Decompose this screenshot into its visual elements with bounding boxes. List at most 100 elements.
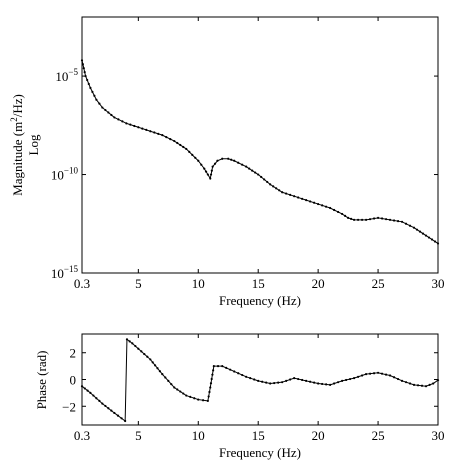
data-point xyxy=(384,373,388,376)
data-point xyxy=(400,220,404,223)
phase-series xyxy=(80,338,440,423)
data-point xyxy=(110,113,113,117)
data-point xyxy=(137,347,140,350)
data-point xyxy=(83,387,86,390)
data-point xyxy=(204,170,208,173)
data-point xyxy=(275,187,278,190)
data-point xyxy=(81,63,84,66)
data-point xyxy=(273,381,276,385)
data-point xyxy=(430,238,434,241)
data-point xyxy=(388,374,392,377)
data-point xyxy=(80,59,84,62)
data-point xyxy=(209,177,212,180)
x-tick-label: 20 xyxy=(312,428,325,443)
x-tick-label: 10 xyxy=(192,276,205,291)
data-point xyxy=(140,350,143,353)
data-point xyxy=(89,391,92,394)
data-point xyxy=(179,390,182,393)
data-point xyxy=(230,158,233,161)
data-point xyxy=(141,127,144,130)
data-point xyxy=(266,180,269,184)
x-tick-label: 30 xyxy=(432,276,445,291)
data-point xyxy=(418,230,422,233)
data-point xyxy=(225,366,228,370)
data-point xyxy=(424,234,428,237)
data-point xyxy=(404,381,408,384)
data-point xyxy=(241,373,244,377)
data-point xyxy=(356,218,360,221)
data-point xyxy=(121,120,124,123)
data-point xyxy=(165,136,168,139)
data-point xyxy=(408,224,412,227)
x-tick-label: 25 xyxy=(372,428,385,443)
x-tick-label: 15 xyxy=(252,276,265,291)
data-point xyxy=(345,378,348,382)
data-point xyxy=(95,98,98,101)
magnitude-y-title-superscript: 2 xyxy=(9,117,19,122)
magnitude-plot: 0.3 5 10 15 20 25 30 10−15 10−10 10−5 Frequency … xyxy=(9,16,445,308)
data-point xyxy=(285,379,288,382)
data-point xyxy=(91,90,94,93)
data-point xyxy=(297,196,300,199)
data-point xyxy=(117,118,120,121)
magnitude-y-title-end: /Hz) xyxy=(10,94,25,117)
magnitude-y-axis-title: Magnitude (m2/Hz) xyxy=(9,94,25,196)
data-point xyxy=(101,402,104,405)
data-point xyxy=(368,372,372,375)
data-point xyxy=(120,417,123,420)
data-point xyxy=(428,383,431,386)
data-point xyxy=(188,150,191,153)
magnitude-series xyxy=(80,59,440,245)
data-point xyxy=(241,163,244,166)
data-point xyxy=(98,102,101,105)
data-point xyxy=(107,111,110,114)
data-point xyxy=(185,394,188,397)
x-tick-label: 25 xyxy=(372,276,385,291)
data-point xyxy=(209,173,213,176)
data-point xyxy=(237,161,240,164)
data-point xyxy=(133,124,136,128)
data-point xyxy=(245,165,248,168)
data-point xyxy=(392,376,396,379)
data-point xyxy=(173,139,176,143)
data-point xyxy=(433,240,437,243)
series-line xyxy=(81,338,439,422)
data-point xyxy=(203,167,206,170)
data-point xyxy=(87,82,90,86)
x-tick-label: 10 xyxy=(192,428,205,443)
phase-x-ticks: 0.3 5 10 15 20 25 30 xyxy=(74,334,445,443)
data-point xyxy=(301,378,304,382)
data-point xyxy=(321,382,324,386)
data-point xyxy=(352,377,356,380)
data-point xyxy=(261,380,264,383)
data-point xyxy=(257,173,260,176)
data-point xyxy=(156,367,159,370)
data-point xyxy=(317,382,320,385)
data-point xyxy=(153,131,156,134)
data-point xyxy=(281,191,284,194)
data-point xyxy=(161,373,164,376)
data-point xyxy=(104,404,107,408)
data-point xyxy=(344,214,347,217)
data-point xyxy=(229,368,232,371)
x-tick-label: 0.3 xyxy=(74,428,90,443)
data-point xyxy=(104,108,107,112)
data-point xyxy=(182,145,185,149)
data-point xyxy=(329,206,332,210)
data-point xyxy=(325,383,328,386)
data-point xyxy=(113,411,116,415)
data-point xyxy=(245,375,248,378)
data-point xyxy=(404,222,408,225)
data-point xyxy=(329,383,332,386)
x-tick-label: 0.3 xyxy=(74,276,90,291)
data-point xyxy=(189,395,192,398)
data-point xyxy=(269,382,272,385)
x-tick-label: 30 xyxy=(432,428,445,443)
data-point xyxy=(167,379,170,382)
data-point xyxy=(86,78,89,82)
data-point xyxy=(352,218,356,221)
data-point xyxy=(211,373,214,376)
y-tick-label: −2 xyxy=(62,399,76,414)
data-point xyxy=(89,86,92,89)
